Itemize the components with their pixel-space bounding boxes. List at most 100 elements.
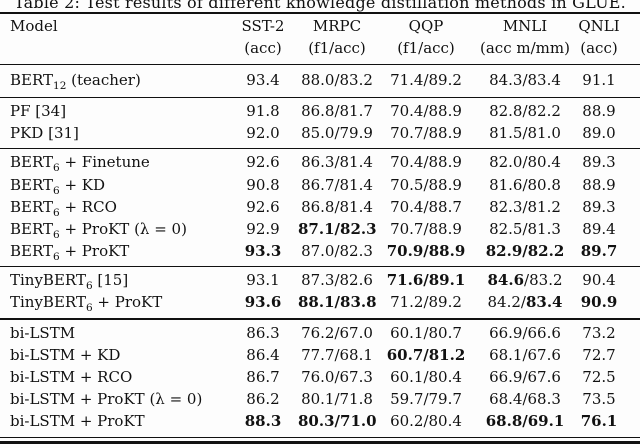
model-cell: BERT6 + ProKT (λ = 0) [10,219,187,241]
table-row: BERT6 + KD 90.8 86.7/81.4 70.5/88.9 81.6/80.… [0,175,640,197]
column-header-model: Model [10,17,58,35]
value-cell: 66.9/67.6 [489,368,561,387]
value-cell: 68.8/69.1 [485,412,565,431]
value-cell: 89.4 [582,219,616,238]
value-cell: 80.3/71.0 [298,412,376,431]
value-cell: 92.6 [246,197,280,216]
value-cell: 82.3/81.2 [489,197,561,216]
table-row: bi-LSTM + KD 86.4 77.7/68.1 60.7/81.2 68.1/6… [0,345,640,367]
model-cell: bi-LSTM [10,323,76,342]
value-cell: 81.5/81.0 [489,124,561,143]
table-section-3: TinyBERT6 [15] 93.1 87.3/82.6 71.6/89.1 84.6… [0,267,640,319]
table-row: bi-LSTM + RCO 86.7 76.0/67.3 60.1/80.4 66.9/… [0,367,640,389]
table-section-4: bi-LSTM 86.3 76.2/67.0 60.1/80.7 66.9/66.6 73… [0,319,640,438]
model-cell: TinyBERT6 + ProKT [10,293,163,315]
value-cell: 86.3/81.4 [301,153,373,172]
value-cell: 92.9 [246,219,280,238]
value-cell: 91.8 [246,101,280,120]
model-cell: BERT12 (teacher) [10,70,141,92]
value-cell: 71.2/89.2 [390,293,462,312]
metric-label-mnli: (acc m/mm) [480,39,570,58]
value-cell: 77.7/68.1 [301,345,373,364]
value-cell: 88.0/83.2 [301,70,373,89]
value-cell: 87.1/82.3 [298,219,376,238]
column-header-mnli: MNLI [502,17,548,35]
value-cell: 84.2/83.4 [487,293,563,312]
table-row: TinyBERT6 + ProKT 93.6 88.1/83.8 71.2/89.2 8… [0,292,640,318]
metric-label-mrpc: (f1/acc) [308,39,366,58]
model-cell: bi-LSTM + RCO [10,368,133,387]
value-cell: 89.7 [580,242,618,261]
table-header: Model SST-2 MRPC QQP MNLI QNLI (acc) (f1… [0,13,640,65]
value-cell: 84.3/83.4 [489,70,561,89]
value-cell: 60.7/81.2 [386,345,466,364]
value-cell: 60.2/80.4 [390,412,462,431]
value-cell: 70.9/88.9 [386,242,466,261]
model-cell: BERT6 + KD [10,175,106,197]
value-cell: 80.1/71.8 [301,390,373,409]
value-cell: 89.3 [582,197,616,216]
column-header-mrpc: MRPC [312,17,362,35]
value-cell: 86.8/81.7 [301,101,373,120]
table-caption: Table 2: Test results of different knowl… [14,0,626,12]
value-cell: 89.3 [582,153,616,172]
table-row: bi-LSTM + ProKT 88.3 80.3/71.0 60.2/80.4 68.… [0,411,640,437]
value-cell: 60.1/80.7 [390,323,462,342]
value-cell: 82.5/81.3 [489,219,561,238]
value-cell: 89.0 [582,124,616,143]
value-cell: 93.4 [246,70,280,89]
value-cell: 71.6/89.1 [386,271,466,290]
caption-band: Table 2: Test results of different knowl… [0,0,640,12]
value-cell: 84.6/83.2 [487,271,563,290]
model-cell: bi-LSTM + ProKT (λ = 0) [10,390,203,409]
table-row: BERT6 + ProKT 93.3 87.0/82.3 70.9/88.9 82.9/… [0,241,640,267]
results-table: Model SST-2 MRPC QQP MNLI QNLI (acc) (f1… [0,12,640,438]
value-cell: 93.6 [244,293,282,312]
table-row: BERT6 + ProKT (λ = 0) 92.9 87.1/82.3 70.7/8… [0,219,640,241]
column-header-qqp: QQP [408,17,444,35]
value-cell: 76.2/67.0 [301,323,373,342]
value-cell: 70.4/88.7 [390,197,462,216]
value-cell: 68.1/67.6 [489,345,561,364]
table-row: BERT6 + Finetune 92.6 86.3/81.4 70.4/88.9 82… [0,149,640,175]
model-cell: bi-LSTM + KD [10,345,121,364]
value-cell: 72.5 [582,368,616,387]
table-section-1: PF [34] 91.8 86.8/81.7 70.4/88.9 82.8/82.2 88… [0,97,640,149]
value-cell: 68.4/68.3 [489,390,561,409]
table-row: bi-LSTM 86.3 76.2/67.0 60.1/80.7 66.9/66.6 73… [0,319,640,345]
value-cell: 88.1/83.8 [298,293,376,312]
value-cell: 86.8/81.4 [301,197,373,216]
value-cell: 90.8 [246,175,280,194]
value-cell: 73.2 [582,323,616,342]
column-header-qnli: QNLI [578,17,620,35]
table-row: PKD [31] 92.0 85.0/79.9 70.7/88.9 81.5/81.0 8… [0,123,640,149]
value-cell: 87.0/82.3 [301,242,373,261]
metric-label-qqp: (f1/acc) [397,39,455,58]
table-section-0: BERT12 (teacher) 93.4 88.0/83.2 71.4/89.2 84… [0,64,640,98]
value-cell: 88.9 [582,101,616,120]
value-cell: 76.0/67.3 [301,368,373,387]
metric-label-sst2: (acc) [244,39,282,58]
value-cell: 93.1 [246,271,280,290]
value-cell: 82.8/82.2 [489,101,561,120]
value-cell: 93.3 [244,242,282,261]
value-cell: 73.5 [582,390,616,409]
column-header-sst2: SST-2 [241,17,285,35]
value-cell: 59.7/79.7 [390,390,462,409]
value-cell: 86.7 [246,368,280,387]
value-cell: 60.1/80.4 [390,368,462,387]
table-row: bi-LSTM + ProKT (λ = 0) 86.2 80.1/71.8 59.7… [0,389,640,411]
table-row: TinyBERT6 [15] 93.1 87.3/82.6 71.6/89.1 84.6… [0,267,640,293]
model-cell: BERT6 + Finetune [10,153,150,175]
value-cell: 81.6/80.8 [489,175,561,194]
table-row: PF [34] 91.8 86.8/81.7 70.4/88.9 82.8/82.2 88… [0,97,640,123]
header-name-row: Model SST-2 MRPC QQP MNLI QNLI [0,13,640,38]
value-cell: 87.3/82.6 [301,271,373,290]
value-cell: 72.7 [582,345,616,364]
model-cell: bi-LSTM + ProKT [10,412,145,431]
value-cell: 88.3 [244,412,282,431]
value-cell: 70.7/88.9 [390,124,462,143]
model-cell: PKD [31] [10,124,79,143]
value-cell: 70.5/88.9 [390,175,462,194]
model-cell: BERT6 + ProKT [10,242,130,264]
